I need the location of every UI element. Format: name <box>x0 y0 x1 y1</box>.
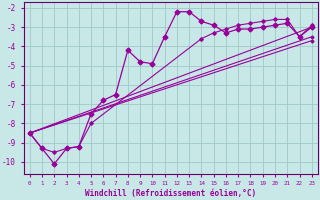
X-axis label: Windchill (Refroidissement éolien,°C): Windchill (Refroidissement éolien,°C) <box>85 189 256 198</box>
